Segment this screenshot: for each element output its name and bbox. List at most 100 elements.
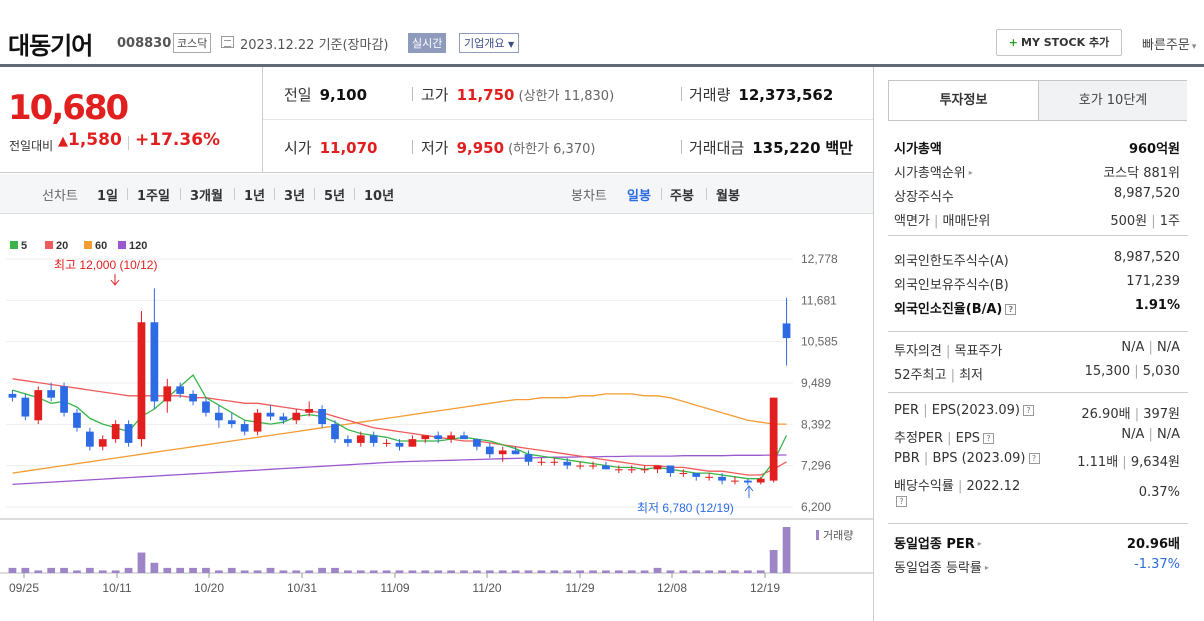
- stock-code: 008830: [117, 36, 172, 51]
- candle-body: [421, 435, 430, 440]
- target-label: 목표주가: [954, 344, 1003, 359]
- volume-bar: [485, 570, 494, 573]
- change-label: 전일대비: [9, 139, 54, 153]
- divider: [274, 188, 275, 200]
- range-3m[interactable]: 3개월: [190, 189, 223, 204]
- shares-row: 상장주식수 8,987,520: [894, 186, 1180, 210]
- opinion-row: 투자의견 | 목표주가 N/A | N/A: [894, 340, 1180, 359]
- tab-investment-info[interactable]: 투자정보: [889, 81, 1038, 120]
- price-row-1: 전일 9,100 고가 11,750 (상한가 11,830) 거래량 12,373,5…: [263, 67, 873, 120]
- help-icon[interactable]: ?: [982, 433, 994, 444]
- help-icon[interactable]: ?: [1022, 405, 1034, 416]
- lower-limit: (하한가 6,370): [508, 142, 596, 157]
- chevron-right-icon: ▸: [984, 563, 989, 572]
- volume-bar: [305, 570, 314, 573]
- candle-body: [395, 442, 404, 447]
- volume-bar: [266, 567, 275, 573]
- high-label: 고가: [421, 86, 449, 104]
- legend-swatch: [45, 241, 53, 249]
- volume-value: 12,373,562: [738, 86, 834, 104]
- help-icon[interactable]: ?: [1028, 453, 1040, 464]
- candle-body: [266, 412, 275, 417]
- candle-monthly[interactable]: 월봉: [716, 189, 740, 204]
- x-tick-label: 12/19: [750, 581, 780, 595]
- industry-per-row[interactable]: 동일업종 PER ▸ 20.96배: [894, 533, 1180, 557]
- eps-value: 397원: [1143, 407, 1180, 422]
- section-foreign: 외국인한도주식수(A) 8,987,520 외국인보유주식수(B) 171,23…: [888, 235, 1188, 317]
- volume-bar: [21, 567, 30, 573]
- quick-order-button[interactable]: 빠른주문: [1142, 34, 1196, 53]
- range-3y[interactable]: 3년: [284, 189, 306, 204]
- volume-bar: [731, 570, 739, 573]
- my-stock-add-button[interactable]: + MY STOCK 추가: [996, 29, 1122, 56]
- volume-bar: [176, 567, 185, 573]
- shares-label: 상장주식수: [894, 190, 954, 205]
- max-annotation: 최고 12,000 (10/12): [54, 258, 157, 272]
- cap-rank-row[interactable]: 시가총액순위 ▸ 코스닥 881위: [894, 162, 1180, 186]
- volume-bar: [240, 570, 249, 573]
- trade-unit-label: 매매단위: [942, 214, 991, 229]
- volume-bar: [602, 570, 610, 573]
- company-overview-button[interactable]: 기업개요 ▼: [459, 33, 520, 53]
- dividend-value: 0.37%: [1138, 485, 1180, 500]
- volume-bar: [344, 570, 352, 573]
- foreign-ratio-row: 외국인소진율(B/A)? 1.91%: [894, 298, 1180, 322]
- divider: [661, 188, 662, 200]
- dividend-label: 배당수익률: [894, 479, 954, 494]
- ma120-line: [12, 454, 787, 486]
- high-value: 11,750: [456, 86, 515, 104]
- candle-body: [782, 323, 791, 339]
- foreign-hold-value: 171,239: [1126, 274, 1180, 289]
- volume-label: 거래량: [689, 86, 731, 104]
- range-1w[interactable]: 1주일: [137, 189, 170, 204]
- volume-bar: [202, 567, 210, 573]
- per-value: 26.90배: [1081, 407, 1131, 422]
- volume-bar: [614, 570, 623, 573]
- volume-bar: [8, 567, 17, 573]
- range-5y[interactable]: 5년: [324, 189, 346, 204]
- est-per-row: 추정PER | EPS? N/A | N/A: [894, 427, 1180, 446]
- range-10y[interactable]: 10년: [364, 189, 395, 204]
- prev-close-value: 9,100: [319, 86, 368, 104]
- amount-value: 135,220: [752, 139, 821, 157]
- legend-swatch: [10, 241, 18, 249]
- industry-rate-row[interactable]: 동일업종 등락률 ▸ -1.37%: [894, 557, 1180, 581]
- open-label: 시가: [284, 139, 312, 157]
- realtime-badge[interactable]: 실시간: [408, 33, 447, 53]
- candle-body: [447, 435, 455, 440]
- target-value: N/A: [1157, 340, 1180, 355]
- volume-bar: [150, 562, 159, 573]
- range-1y[interactable]: 1년: [244, 189, 266, 204]
- help-icon[interactable]: ?: [1005, 304, 1017, 315]
- candle-body: [473, 439, 481, 447]
- cap-rank-label: 시가총액순위: [894, 166, 966, 181]
- candle-body: [34, 390, 43, 421]
- candle-daily[interactable]: 일봉: [627, 189, 651, 204]
- foreign-limit-label: 외국인한도주식수(A): [894, 254, 1009, 269]
- range-1d[interactable]: 1일: [97, 189, 119, 204]
- volume-bar: [511, 570, 520, 573]
- volume-bar: [718, 570, 726, 573]
- candle-body: [189, 393, 197, 402]
- candle-body: [176, 386, 185, 394]
- candle-body: [85, 431, 94, 447]
- help-icon[interactable]: ?: [896, 496, 907, 507]
- bps-value: 9,634원: [1130, 455, 1180, 470]
- candle-body: [227, 420, 236, 425]
- volume-bar: [253, 570, 262, 573]
- base-date: 2023.12.22 기준(장마감): [240, 38, 389, 53]
- candle-weekly[interactable]: 주봉: [670, 189, 694, 204]
- tab-orderbook[interactable]: 호가 10단계: [1038, 81, 1187, 120]
- section-industry: 동일업종 PER ▸ 20.96배 동일업종 등락률 ▸ -1.37%: [888, 523, 1188, 576]
- ma60-line: [12, 393, 787, 474]
- change-amount: 1,580: [68, 130, 122, 150]
- candle-body: [743, 480, 752, 483]
- low-label: 저가: [421, 139, 449, 157]
- candle-body: [524, 454, 533, 462]
- my-stock-label: MY STOCK 추가: [1021, 36, 1110, 49]
- volume-bar: [227, 567, 236, 573]
- divider: [262, 67, 263, 173]
- price-chart[interactable]: 12,778 11,681 10,585 9,489 8,392 7,296 6,200 09…: [0, 214, 873, 621]
- chart-period-bar: 선차트 1일 1주일 3개월 1년 3년 5년 10년 봉차트 일봉 주봉 월봉: [0, 174, 873, 214]
- divider: [681, 140, 682, 154]
